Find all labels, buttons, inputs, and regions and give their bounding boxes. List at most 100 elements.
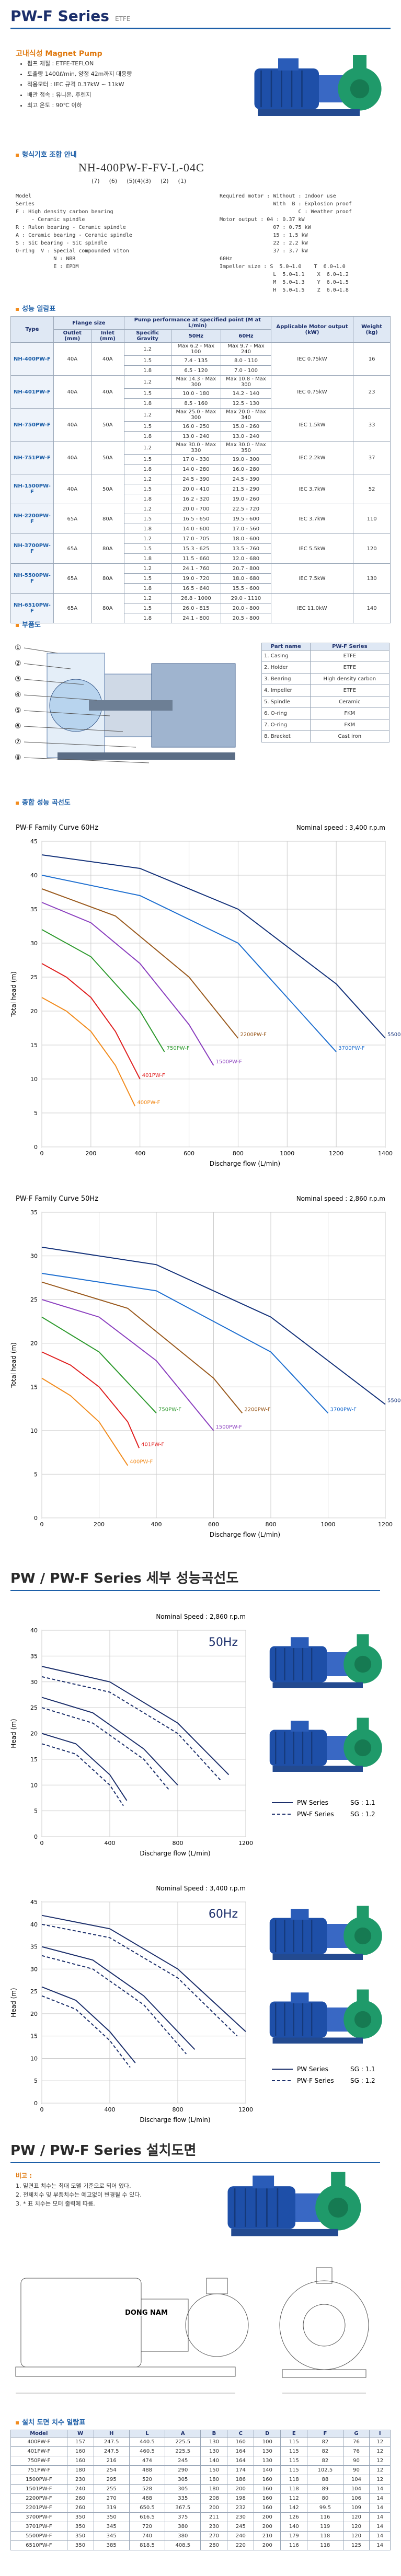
header-cell: Specific Gravity (123, 329, 171, 343)
table-row: 1.8 6.5 - 120 7.0 - 100 (11, 365, 391, 376)
y-tick-label: 5 (34, 1110, 38, 1117)
cell: 130 (200, 2446, 228, 2456)
leader-line (24, 679, 84, 685)
table-row: NH-400PW-F 40A 40A 1.2 Max 6.2 - Max 100 Max … (10, 342, 391, 376)
cell: 1.8 (123, 398, 171, 409)
header-cell: 60Hz (221, 329, 271, 343)
model-code: NH-400PW-F-FV-L-04C (78, 161, 204, 174)
cell: 7.4 - 135 (170, 355, 222, 366)
cell: 220 (227, 2540, 255, 2550)
callout: ⑤ (15, 706, 21, 715)
leader-line (24, 663, 71, 669)
cell: 16.0 - 280 (221, 464, 271, 474)
code-line: With B : Explosion proof (220, 201, 352, 207)
cell: 160 (254, 2484, 281, 2494)
cell: 116 (280, 2540, 308, 2550)
header-cell: G (342, 2430, 370, 2438)
table-row: 400PW-F 157 247.5 440.5 225.5 130 160 100 115 82 7… (10, 2437, 391, 2447)
cell: 1.8 (123, 583, 171, 594)
table-row: 1.5 15.3 - 625 13.5 - 760 (11, 543, 391, 554)
callout: ② (15, 659, 21, 668)
cell: 1.2 (123, 593, 171, 604)
code-position: (6) (109, 178, 118, 184)
cell: 13.0 - 240 (221, 431, 271, 442)
cell: 164 (227, 2456, 255, 2466)
cell: 120 (342, 2531, 370, 2541)
cell: 174 (227, 2465, 255, 2475)
header-cell: Pump performance at specified point (M a… (123, 316, 271, 330)
cell: 400PW-F (10, 2437, 67, 2447)
cell: 82 (307, 2437, 343, 2447)
cell: 7. O-ring (261, 719, 311, 731)
y-tick-label: 45 (30, 1899, 38, 1906)
brand: DONG NAM (125, 2309, 168, 2317)
cell: 650.5 (129, 2503, 166, 2513)
cell: Max 30.0 - Max 350 (221, 441, 271, 455)
x-tick-label: 1400 (378, 1150, 393, 1157)
cell: Max 10.8 - Max 300 (221, 375, 271, 389)
y-tick-label: 10 (30, 1428, 38, 1434)
cell: 230 (200, 2522, 228, 2532)
cell: ETFE (310, 650, 390, 662)
curve-label: 2200PW-F (244, 1407, 271, 1412)
cell: 14 (369, 2512, 391, 2522)
curve-label: 2200PW-F (240, 1032, 267, 1038)
cell: 350 (93, 2512, 130, 2522)
header-cell: L (129, 2430, 166, 2438)
cell: 345 (93, 2522, 130, 2532)
legend-note: SG : 1.2 (350, 1811, 375, 1818)
cell: 110 (353, 504, 391, 534)
cell: 10.0 - 180 (170, 388, 222, 399)
x-tick-label: 1000 (280, 1150, 294, 1157)
cell: 488 (129, 2493, 166, 2503)
cell: 200 (200, 2503, 228, 2513)
chart-subtitle: Nominal speed : 2,860 r.p.m (296, 1195, 385, 1202)
cell: 3700PW-F (10, 2512, 67, 2522)
section-title: 부품도 (16, 619, 41, 629)
code-line: S : SiC bearing - SiC spindle (16, 240, 107, 246)
callout: ⑥ (15, 722, 21, 730)
note: 1. 밑면표 치수는 최대 모델 기준으로 되어 있다. (16, 2183, 131, 2189)
cell: 65A (53, 563, 91, 594)
cell: 240 (66, 2484, 94, 2494)
table-row: 3700PW-F 350 350 616.5 375 211 230 200 126 116 120… (10, 2512, 391, 2522)
cell: 88 (307, 2475, 343, 2485)
x-tick-label: 600 (208, 1521, 219, 1528)
header-cell: B (200, 2430, 228, 2438)
cell: 118 (307, 2540, 343, 2550)
cell: 14 (369, 2522, 391, 2532)
cell: 13.5 - 760 (221, 543, 271, 554)
cell: 8.5 - 160 (170, 398, 222, 409)
cell: 65A (53, 593, 91, 623)
y-tick-label: 20 (30, 2011, 38, 2017)
x-axis-label: Discharge flow (L/min) (210, 1531, 280, 1538)
header-cell: E (280, 2430, 308, 2438)
cell: 22.5 - 720 (221, 504, 271, 514)
code-line: - Ceramic spindle (16, 217, 85, 223)
cell: 40A (90, 342, 124, 376)
callout: ① (15, 644, 21, 652)
cell: 216 (93, 2456, 130, 2466)
y-axis-label: Head (m) (10, 1988, 17, 2017)
curve (41, 963, 141, 1080)
cell: 20.0 - 800 (221, 603, 271, 613)
code-right: Required motor : Without : Indoor use Wi… (220, 192, 352, 294)
y-tick-label: 25 (30, 1988, 38, 1995)
cell: 52 (353, 474, 391, 504)
installation-drawing: DONG NAM (15, 2267, 369, 2394)
y-tick-label: 35 (30, 1944, 38, 1951)
y-tick-label: 25 (30, 1296, 38, 1303)
y-tick-label: 10 (30, 1782, 38, 1789)
table-row: 1.5 26.0 - 815 20.0 - 800 (11, 603, 391, 613)
cell: NH-3700PW-F (10, 533, 54, 564)
cell: 115 (280, 2456, 308, 2466)
code-line: H 5.0→1.5 Z 6.0→1.8 (220, 287, 349, 293)
cell: 225.5 (165, 2437, 201, 2447)
callout: ④ (15, 691, 21, 699)
cell: 335 (165, 2493, 201, 2503)
table-row: 2201PW-F 260 319 650.5 367.5 200 232 160 142 99.5… (10, 2503, 391, 2513)
cell: 350 (66, 2540, 94, 2550)
x-tick-label: 0 (40, 2106, 44, 2113)
cell: 15.0 - 260 (221, 421, 271, 432)
table-row: NH-1500PW-F 40A 50A 1.2 24.5 - 390 24.5 - 390… (10, 474, 391, 504)
